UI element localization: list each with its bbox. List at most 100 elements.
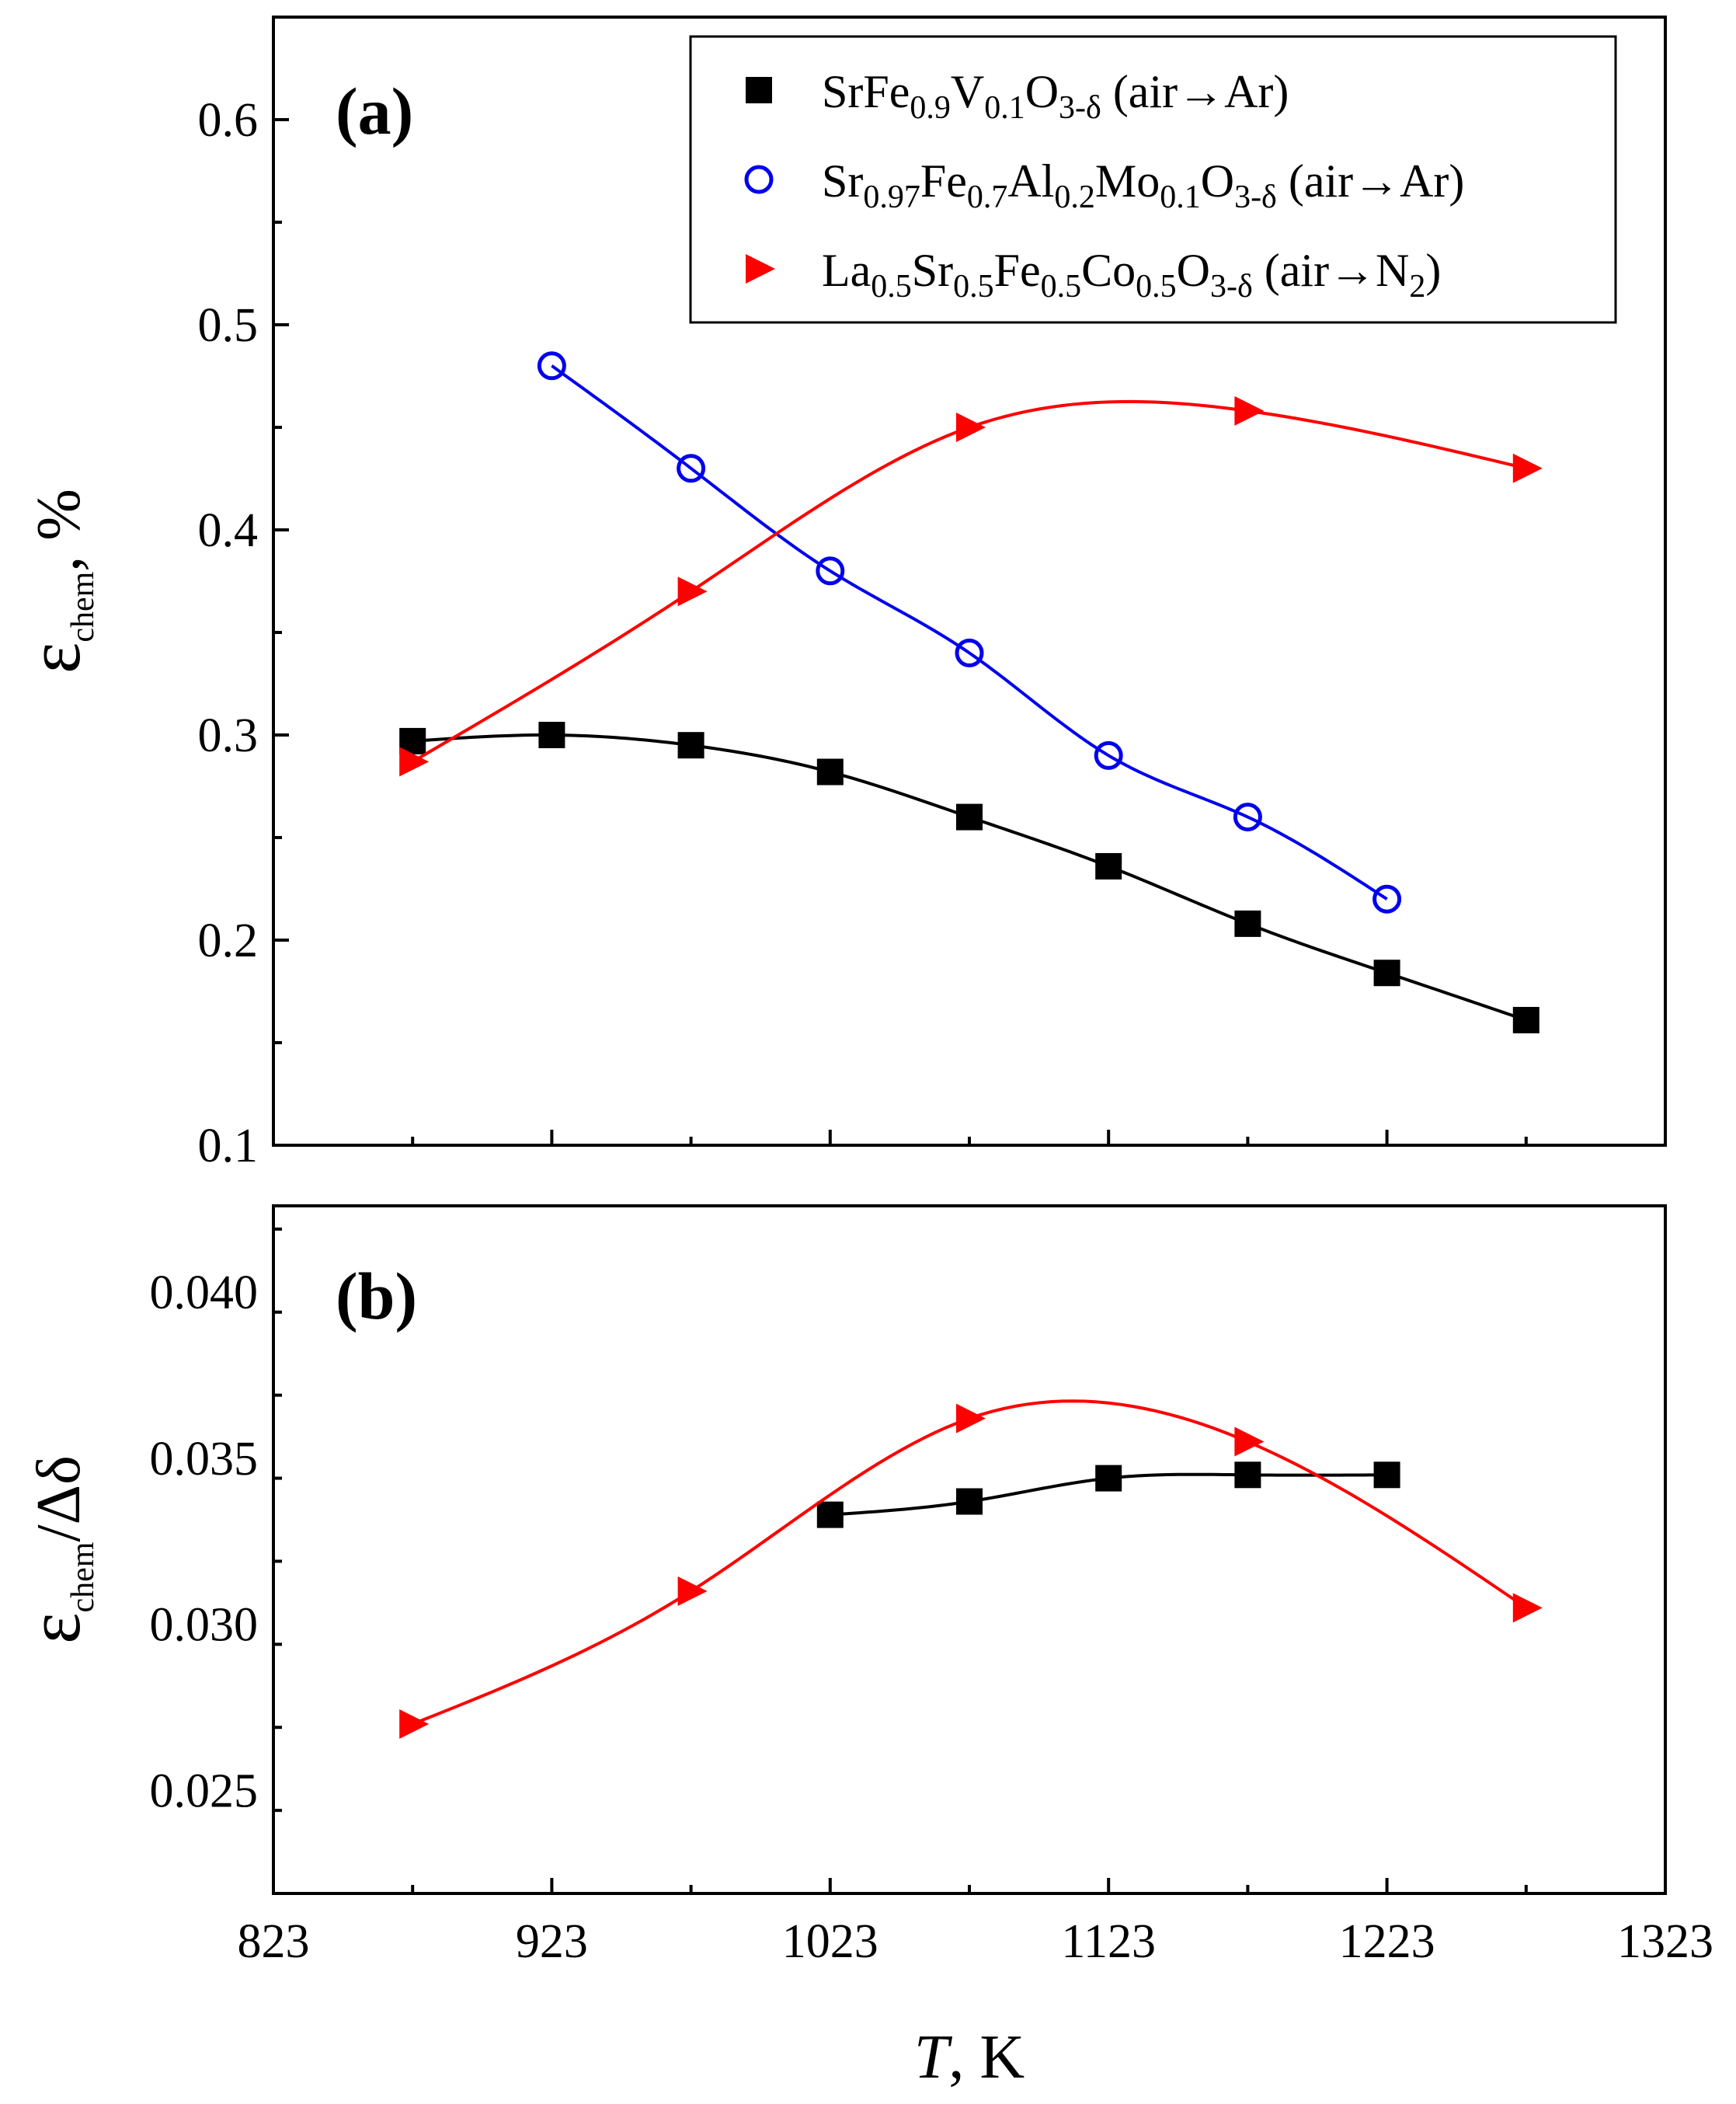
data-point xyxy=(677,732,704,759)
x-tick-label: 1123 xyxy=(1061,1915,1156,1968)
y-axis: 0.025 0.030 0.035 0.040 xyxy=(150,1227,282,1895)
legend-label-part: O xyxy=(1025,66,1059,117)
y-tick-label: 0.5 xyxy=(198,299,259,352)
data-point xyxy=(1234,1426,1265,1457)
series-line xyxy=(412,399,1527,764)
x-tick-label: 1223 xyxy=(1339,1915,1435,1968)
data-point xyxy=(1095,852,1122,880)
legend-label-part: 0.5 xyxy=(1041,269,1082,305)
x-title-var: T xyxy=(914,2023,953,2092)
legend-marker xyxy=(746,254,775,284)
y-title-sub: chem xyxy=(65,1541,101,1612)
plot-frame xyxy=(272,1204,1667,1895)
legend-label: SrFe0.9V0.1O3-δ (air→Ar) xyxy=(822,66,1289,126)
x-axis: 823 923 1023 1123 1223 1323 xyxy=(238,1878,1713,1968)
data-point xyxy=(1234,910,1261,937)
legend-label-part: 0.9 xyxy=(910,90,951,126)
legend-label-part: 3-δ xyxy=(1210,269,1253,305)
data-point xyxy=(677,1576,708,1606)
panel-label: (a) xyxy=(336,74,413,148)
series-square xyxy=(399,722,1539,1033)
legend-label-part: 3-δ xyxy=(1234,179,1277,215)
legend-marker xyxy=(746,77,772,103)
y-title-main: ε xyxy=(12,1613,96,1644)
legend-label-part: 0.5 xyxy=(871,269,912,305)
legend-label: La0.5Sr0.5Fe0.5Co0.5O3-δ (air→N2) xyxy=(822,245,1441,305)
series-square xyxy=(816,1461,1400,1528)
legend-label-part: Fe xyxy=(920,155,967,207)
x-axis-title: T, K xyxy=(914,2023,1025,2092)
legend-label-part: 0.1 xyxy=(1160,179,1201,215)
data-point xyxy=(956,1403,986,1433)
data-point xyxy=(1373,1461,1400,1489)
legend-label-part: O xyxy=(1177,245,1210,296)
legend-label-part: 0.5 xyxy=(953,269,994,305)
y-tick-label: 0.2 xyxy=(198,914,259,967)
y-axis-title: εchem/Δδ xyxy=(12,1455,101,1644)
data-point xyxy=(538,722,565,748)
x-title-unit: , K xyxy=(948,2023,1025,2092)
legend: SrFe0.9V0.1O3-δ (air→Ar) Sr0.97Fe0.7Al0.2… xyxy=(689,35,1617,324)
y-tick-label: 0.025 xyxy=(150,1764,259,1817)
legend-label-part: La xyxy=(822,245,871,296)
legend-label-part: Co xyxy=(1081,245,1136,296)
x-axis xyxy=(272,1130,1667,1145)
legend-label-part: ) xyxy=(1425,245,1441,296)
data-point xyxy=(677,454,706,483)
series-triangle-right xyxy=(399,1399,1543,1739)
legend-label-part: 0.7 xyxy=(967,179,1008,215)
data-point xyxy=(816,1501,844,1528)
data-point xyxy=(399,1709,430,1739)
data-point xyxy=(1512,1006,1539,1033)
x-tick-label: 1323 xyxy=(1617,1915,1713,1968)
data-point xyxy=(1372,884,1402,914)
data-point xyxy=(1512,1593,1543,1623)
y-tick-label: 0.030 xyxy=(150,1599,259,1652)
data-point xyxy=(956,803,983,831)
panel-b: 0.025 0.030 0.035 0.040 823 923 1023 1123 1223 13… xyxy=(12,1204,1713,2092)
legend-label-part: Fe xyxy=(994,245,1041,296)
data-point xyxy=(1234,395,1265,426)
data-point xyxy=(1094,740,1123,770)
y-title-main: ε xyxy=(12,643,96,674)
data-point xyxy=(1095,1465,1122,1492)
legend-label-part: 2 xyxy=(1409,269,1425,305)
data-point xyxy=(956,413,986,442)
y-title-tail: , % xyxy=(25,489,93,572)
series-line xyxy=(412,1399,1527,1726)
y-tick-label: 0.4 xyxy=(198,504,259,557)
y-title-tail: /Δδ xyxy=(25,1455,93,1541)
legend-label-part: (air→N xyxy=(1253,245,1410,296)
data-point xyxy=(1512,453,1543,483)
y-tick-label: 0.040 xyxy=(150,1266,259,1319)
legend-label-part: 0.1 xyxy=(984,90,1025,126)
data-point xyxy=(399,747,430,777)
legend-label-part: Al xyxy=(1007,155,1054,207)
legend-box xyxy=(689,35,1617,324)
y-tick-label: 0.1 xyxy=(198,1120,259,1172)
legend-label-part: (air→Ar) xyxy=(1101,66,1289,117)
legend-label-part: (air→Ar) xyxy=(1277,155,1465,207)
data-point xyxy=(816,758,844,786)
data-point xyxy=(816,556,845,586)
y-tick-label: 0.035 xyxy=(150,1433,259,1486)
y-axis-title: εchem, % xyxy=(12,489,101,674)
data-point xyxy=(537,351,566,381)
legend-label-part: 0.97 xyxy=(863,179,920,215)
series-line xyxy=(412,733,1527,1022)
series-line xyxy=(551,364,1388,900)
data-point xyxy=(1234,1461,1261,1489)
x-tick-label: 823 xyxy=(238,1915,310,1968)
legend-label-part: Sr xyxy=(822,155,863,207)
legend-label-part: 3-δ xyxy=(1059,90,1101,126)
legend-label-part: SrFe xyxy=(822,66,910,117)
data-point xyxy=(1233,803,1262,832)
y-title-sub: chem xyxy=(65,571,101,642)
series-triangle-right xyxy=(399,395,1543,777)
x-tick-label: 923 xyxy=(516,1915,588,1968)
data-point xyxy=(955,638,984,667)
legend-label: Sr0.97Fe0.7Al0.2Mo0.1O3-δ (air→Ar) xyxy=(822,155,1464,215)
y-axis: 0.1 0.2 0.3 0.4 0.5 0.6 xyxy=(198,16,289,1172)
